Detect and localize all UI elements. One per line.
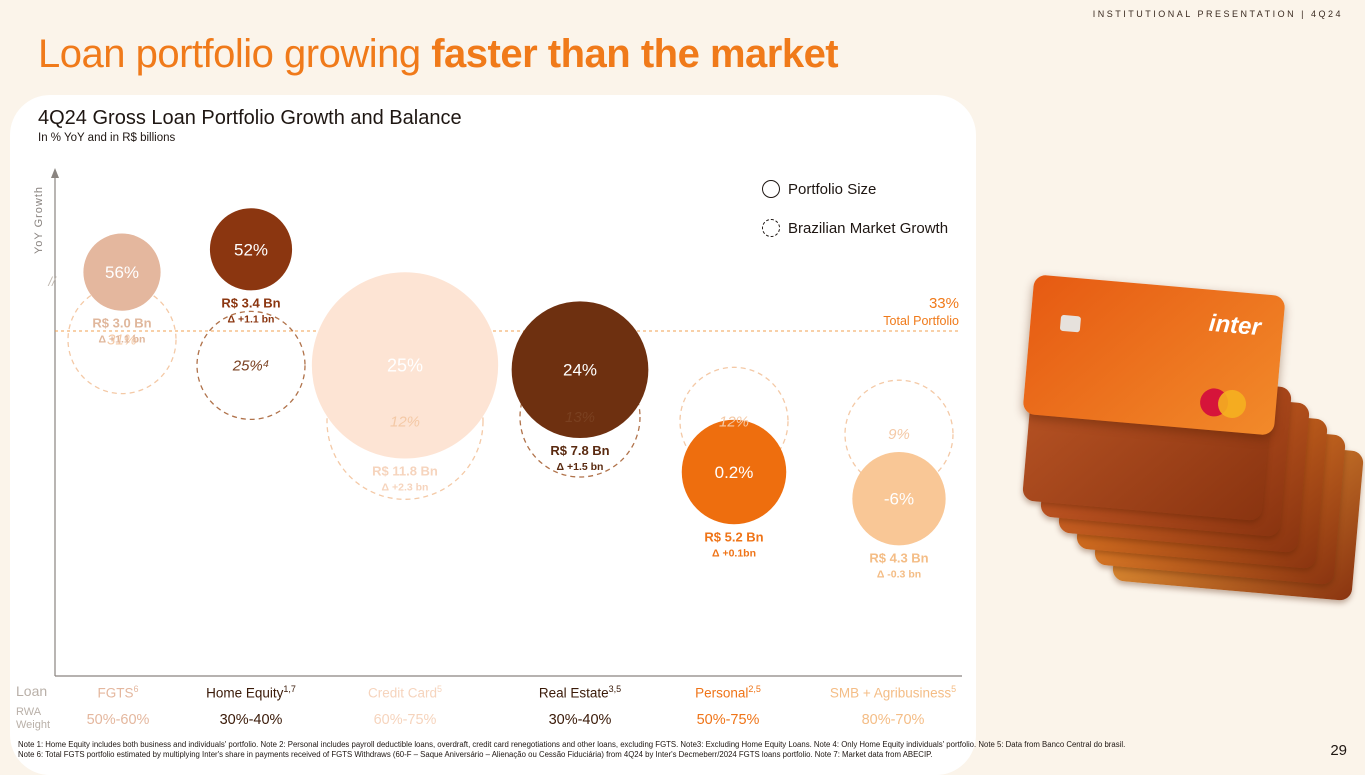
category-label: SMB + Agribusiness5 bbox=[829, 684, 957, 701]
delta-label: Δ +1.1 bn bbox=[99, 334, 146, 346]
category-footnote: 2,5 bbox=[748, 684, 761, 694]
rwa-weight-value: 80%-70% bbox=[861, 712, 925, 728]
legend-market: Brazilian Market Growth bbox=[762, 219, 948, 237]
category-footnote: 3,5 bbox=[608, 684, 622, 694]
balance-label: R$ 7.8 Bn bbox=[550, 443, 609, 458]
category-label: FGTS6 bbox=[97, 684, 139, 701]
market-growth-label: 12% bbox=[719, 413, 749, 430]
legend-market-label: Brazilian Market Growth bbox=[788, 219, 949, 237]
rwa-weight-value: 50%-75% bbox=[696, 712, 760, 728]
axis-break-mark: // bbox=[47, 274, 57, 289]
portfolio-bubble bbox=[852, 452, 946, 546]
balance-label: R$ 5.2 Bn bbox=[704, 529, 763, 544]
portfolio-bubble bbox=[311, 272, 499, 459]
presentation-header-tag: INSTITUTIONAL PRESENTATION | 4Q24 bbox=[1092, 9, 1343, 19]
rwa-weight-value: 30%-40% bbox=[548, 712, 612, 728]
rwa-weight-value: 50%-60% bbox=[86, 712, 150, 728]
y-axis-label: YoY Growth bbox=[33, 186, 45, 254]
growth-label: 0.2% bbox=[715, 463, 754, 482]
card-front: inter bbox=[1022, 274, 1286, 436]
growth-label: 25% bbox=[387, 355, 423, 375]
balance-label: R$ 4.3 Bn bbox=[869, 550, 928, 565]
card-brand: inter bbox=[1207, 309, 1262, 342]
mastercard-icon bbox=[1216, 388, 1248, 420]
footnotes: Note 1: Home Equity includes both busine… bbox=[18, 740, 1318, 760]
total-portfolio-label: Total Portfolio bbox=[883, 314, 959, 328]
footnote-line: Note 1: Home Equity includes both busine… bbox=[18, 740, 1126, 749]
category-footnote: 1,7 bbox=[283, 684, 296, 694]
legend-portfolio: Portfolio Size bbox=[762, 180, 876, 198]
page-number: 29 bbox=[1330, 742, 1347, 759]
delta-label: Δ +0.1bn bbox=[712, 547, 756, 559]
delta-label: Δ +1.1 bn bbox=[228, 313, 275, 325]
chart-subtitle: In % YoY and in R$ billions bbox=[38, 132, 176, 144]
portfolio-bubble bbox=[209, 208, 293, 291]
page-title: Loan portfolio growing faster than the m… bbox=[38, 32, 839, 77]
market-growth-label: 25%⁴ bbox=[232, 357, 270, 374]
market-growth-label: 31% bbox=[107, 332, 137, 349]
total-portfolio-pct: 33% bbox=[928, 295, 959, 312]
delta-label: Δ +1.5 bn bbox=[557, 461, 604, 473]
card-chip-icon bbox=[1059, 314, 1082, 333]
category-footnote: 5 bbox=[951, 684, 957, 694]
footnote-line: Note 6: Total FGTS portfolio estimated b… bbox=[18, 750, 933, 759]
growth-label: 56% bbox=[105, 263, 139, 282]
portfolio-bubble bbox=[511, 301, 649, 439]
rwa-weight-value: 30%-40% bbox=[219, 712, 283, 728]
portfolio-bubble bbox=[681, 419, 787, 525]
balance-label: R$ 3.4 Bn bbox=[221, 295, 280, 310]
growth-label: -6% bbox=[884, 490, 914, 509]
category-footnote: 6 bbox=[133, 684, 139, 694]
rwa-row-label: RWA bbox=[16, 706, 42, 718]
rwa-weight-value: 60%-75% bbox=[373, 712, 437, 728]
category-footnote: 5 bbox=[437, 684, 443, 694]
market-growth-circle bbox=[326, 342, 484, 500]
title-regular: Loan portfolio growing bbox=[38, 32, 432, 76]
market-growth-circle bbox=[196, 310, 306, 421]
title-bold: faster than the market bbox=[431, 32, 839, 76]
chart-title: 4Q24 Gross Loan Portfolio Growth and Bal… bbox=[38, 107, 462, 129]
legend-portfolio-label: Portfolio Size bbox=[788, 180, 877, 198]
category-label: Home Equity1,7 bbox=[206, 684, 296, 701]
dashed-circle-icon bbox=[762, 219, 780, 237]
delta-label: Δ +2.3 bn bbox=[382, 482, 429, 494]
delta-label: Δ -0.3 bn bbox=[877, 568, 921, 580]
balance-label: R$ 3.0 Bn bbox=[92, 316, 151, 331]
solid-circle-icon bbox=[762, 180, 780, 198]
loan-row-label: Loan bbox=[16, 683, 48, 699]
market-growth-label: 12% bbox=[390, 413, 420, 430]
weight-row-label: Weight bbox=[16, 719, 51, 731]
chart-panel bbox=[10, 95, 976, 775]
y-axis-arrow bbox=[51, 168, 59, 178]
portfolio-bubble bbox=[83, 233, 161, 311]
category-label: Credit Card5 bbox=[367, 684, 443, 701]
market-growth-label: 9% bbox=[888, 426, 910, 443]
growth-label: 24% bbox=[563, 361, 597, 380]
category-label: Personal2,5 bbox=[695, 684, 761, 701]
market-growth-label: 13% bbox=[565, 409, 595, 426]
balance-label: R$ 11.8 Bn bbox=[372, 464, 438, 479]
category-label: Real Estate3,5 bbox=[538, 684, 622, 701]
growth-label: 52% bbox=[234, 240, 268, 259]
